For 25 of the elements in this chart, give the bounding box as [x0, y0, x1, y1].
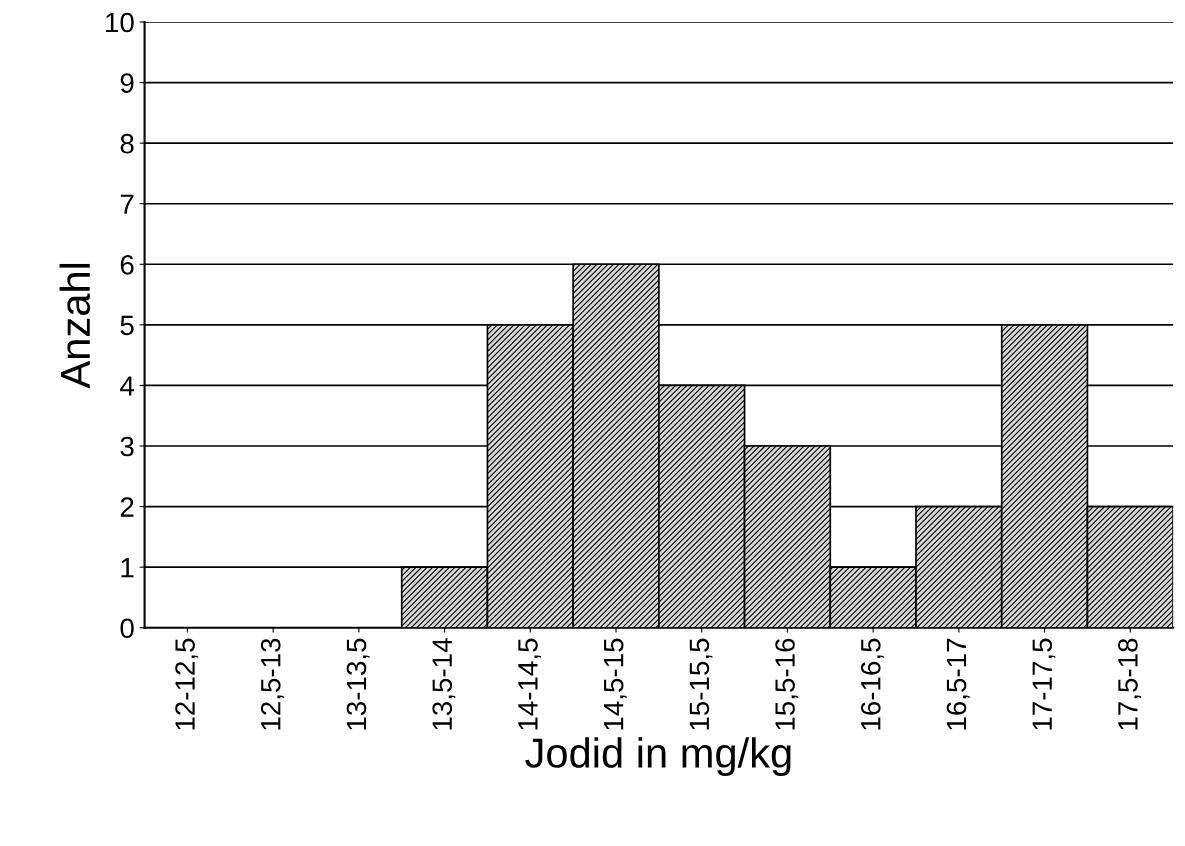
x-tick-label: 14-14,5 [518, 638, 542, 730]
x-axis-title: Jodid in mg/kg [525, 737, 791, 777]
x-tick-label: 15-15,5 [689, 638, 713, 730]
x-tick-label: 12-12,5 [175, 638, 199, 730]
x-tick-label: 15,5-16 [775, 638, 799, 730]
y-tick-label: 4 [120, 376, 135, 396]
y-tick-label: 1 [121, 558, 134, 578]
y-tick-label: 2 [120, 497, 134, 517]
y-tick-label: 0 [120, 618, 134, 639]
y-tick-label: 10 [106, 12, 134, 33]
y-tick-label: 8 [120, 133, 134, 154]
x-tick-label: 16,5-17 [946, 638, 970, 730]
x-tick-label: 17,5-18 [1118, 638, 1142, 730]
x-tick-label: 14,5-15 [604, 638, 627, 730]
x-tick-label: 16-16,5 [860, 638, 884, 730]
y-tick-label: 3 [120, 436, 134, 457]
x-tick-label: 12,5-13 [260, 638, 284, 730]
x-tick-label: 13-13,5 [346, 638, 370, 730]
y-tick-label: 5 [120, 315, 134, 336]
y-tick-label: 7 [120, 194, 134, 214]
y-tick-label: 6 [120, 254, 134, 275]
y-axis-title: Anzahl [59, 263, 91, 389]
x-tick-label: 13,5-14 [432, 638, 456, 730]
x-tick-label: 17-17,5 [1032, 638, 1056, 730]
y-tick-label: 9 [120, 73, 134, 93]
